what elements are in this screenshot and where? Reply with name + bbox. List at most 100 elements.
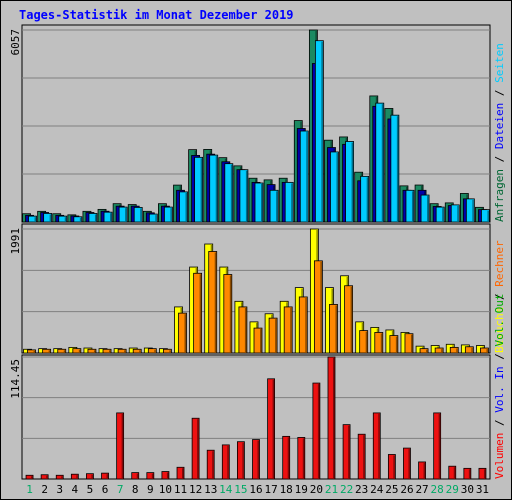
bar-seiten-17 bbox=[269, 189, 279, 223]
bar-volumen-7 bbox=[116, 412, 125, 480]
bar-shade bbox=[124, 350, 126, 353]
bar-shade bbox=[46, 475, 48, 479]
bar-seiten-3 bbox=[58, 215, 68, 223]
bar-seiten-27 bbox=[420, 194, 430, 223]
bar-seiten-31 bbox=[481, 209, 490, 223]
x-tick-label: 14 bbox=[219, 483, 233, 496]
bar-seiten-24 bbox=[375, 102, 385, 223]
bar-shade bbox=[154, 349, 156, 353]
bar-shade bbox=[396, 116, 399, 222]
bar-seiten-13 bbox=[209, 154, 219, 223]
bar-shade bbox=[93, 350, 96, 353]
bar-rechner-2 bbox=[42, 348, 52, 354]
bar-rechner-22 bbox=[344, 285, 353, 354]
bar-volumen-19 bbox=[297, 437, 306, 480]
bar-volumen-1 bbox=[25, 474, 34, 480]
x-tick-label: 13 bbox=[204, 483, 217, 496]
legend-entry: Rechner bbox=[493, 240, 506, 287]
legend-label-3: Volumen / Vol. In / Vol. Out bbox=[493, 294, 506, 479]
bar-rechner-29 bbox=[449, 346, 459, 354]
bar-shade bbox=[261, 184, 263, 222]
bar-shade bbox=[227, 445, 229, 479]
bar-volumen-14 bbox=[221, 444, 230, 480]
bar-volumen-23 bbox=[357, 433, 366, 480]
x-tick-label: 9 bbox=[147, 483, 154, 496]
bar-shade bbox=[31, 476, 33, 479]
bar-shade bbox=[332, 358, 335, 479]
bar-rechner-23 bbox=[359, 330, 369, 354]
bar-seiten-28 bbox=[435, 206, 445, 223]
bar-rechner-31 bbox=[480, 347, 489, 354]
bar-seiten-1 bbox=[28, 215, 37, 223]
x-tick-label: 29 bbox=[446, 483, 459, 496]
bar-volumen-22 bbox=[342, 424, 351, 480]
bar-volumen-16 bbox=[252, 439, 260, 480]
x-tick-label: 24 bbox=[370, 483, 384, 496]
bar-shade bbox=[363, 435, 365, 479]
bar-shade bbox=[121, 413, 124, 479]
bar-shade bbox=[272, 379, 275, 479]
legend-entry: / bbox=[493, 347, 506, 367]
bar-shade bbox=[197, 419, 199, 479]
bar-rechner-12 bbox=[193, 272, 203, 354]
bar-shade bbox=[487, 210, 489, 222]
bar-volumen-15 bbox=[237, 441, 245, 480]
bar-shade bbox=[139, 350, 141, 353]
bar-seiten-6 bbox=[103, 211, 113, 223]
y-max-label: 6057 bbox=[9, 29, 22, 56]
bar-volumen-6 bbox=[101, 472, 109, 480]
x-tick-label: 2 bbox=[41, 483, 48, 496]
bar-rechner-7 bbox=[117, 348, 127, 354]
bar-rechner-13 bbox=[208, 251, 218, 354]
bar-shade bbox=[184, 314, 187, 353]
bar-seiten-11 bbox=[179, 191, 188, 223]
bar-seiten-22 bbox=[345, 141, 354, 223]
bar-shade bbox=[336, 152, 338, 222]
bar-shade bbox=[366, 177, 369, 222]
bar-rechner-10 bbox=[163, 348, 172, 354]
bar-shade bbox=[302, 438, 305, 479]
bar-rechner-20 bbox=[313, 260, 323, 354]
x-tick-label: 1 bbox=[26, 483, 33, 496]
bar-volumen-17 bbox=[267, 378, 275, 480]
bar-seiten-2 bbox=[43, 213, 53, 223]
bar-rechner-18 bbox=[283, 306, 293, 354]
legend-entry: / bbox=[493, 413, 506, 433]
bar-shade bbox=[151, 473, 154, 479]
bar-shade bbox=[350, 286, 353, 353]
bar-shade bbox=[257, 440, 259, 479]
bar-volumen-5 bbox=[86, 473, 94, 480]
bar-volumen-24 bbox=[372, 412, 381, 480]
legend-label-2: Besuche / Rechner bbox=[493, 240, 506, 353]
x-tick-label: 11 bbox=[174, 483, 187, 496]
bar-shade bbox=[215, 156, 218, 222]
bar-volumen-2 bbox=[40, 474, 49, 480]
x-tick-label: 23 bbox=[355, 483, 368, 496]
x-tick-label: 6 bbox=[102, 483, 109, 496]
bar-shade bbox=[63, 350, 66, 353]
legend-entry: Vol. In bbox=[493, 366, 506, 412]
bar-shade bbox=[351, 142, 354, 222]
bar-seiten-10 bbox=[164, 206, 173, 223]
bar-volumen-13 bbox=[206, 449, 215, 480]
chart-title: Tages-Statistik im Monat Dezember 2019 bbox=[19, 8, 294, 22]
bar-shade bbox=[423, 462, 426, 479]
bar-volumen-20 bbox=[312, 382, 321, 480]
bar-volumen-10 bbox=[161, 471, 170, 480]
bar-rechner-6 bbox=[102, 348, 112, 354]
bar-seiten-15 bbox=[239, 169, 249, 223]
bar-shade bbox=[287, 437, 290, 479]
bar-shade bbox=[442, 208, 444, 222]
x-tick-label: 12 bbox=[189, 483, 202, 496]
bar-shade bbox=[230, 164, 233, 222]
legend-entry: / bbox=[493, 83, 506, 103]
bar-shade bbox=[276, 191, 278, 222]
bar-shade bbox=[48, 350, 51, 353]
bar-shade bbox=[212, 451, 214, 479]
bar-volumen-9 bbox=[146, 472, 155, 480]
legend-label-1: Anfragen / Dateien / Seiten bbox=[493, 43, 506, 222]
bar-volumen-25 bbox=[387, 454, 396, 480]
bar-rechner-9 bbox=[147, 348, 157, 354]
bar-shade bbox=[317, 384, 320, 479]
bar-volumen-8 bbox=[131, 472, 140, 480]
